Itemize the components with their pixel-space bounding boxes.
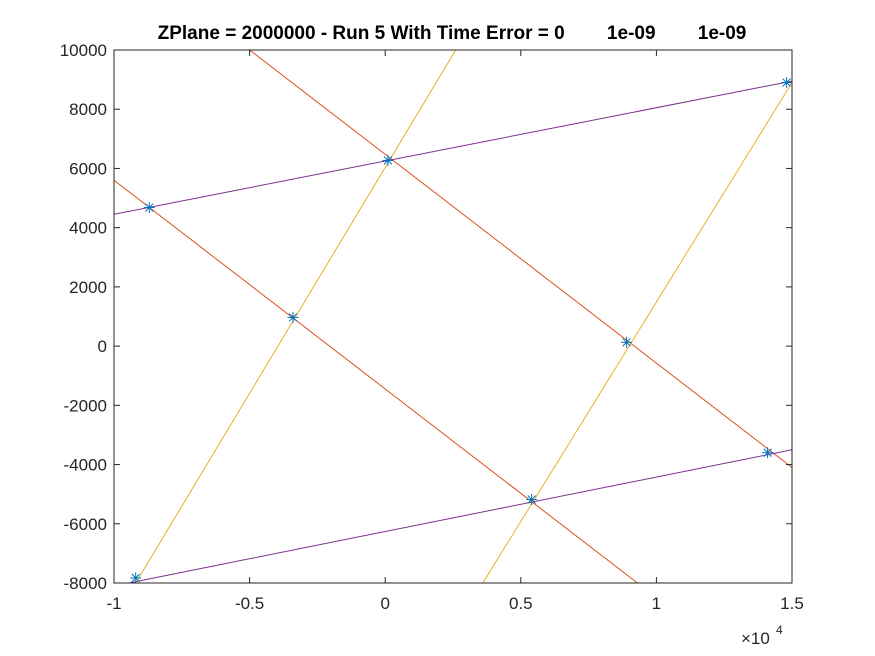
y-tick-label-10: 10000 [60, 41, 107, 60]
tick-layer: -1 -0.5 0 0.5 1 1.5 -8000 -6000 -4000 -2000 0 2000 4… [60, 41, 804, 613]
intersection-marker-2 [382, 154, 394, 166]
x-tick-label-4: 0.5 [509, 594, 533, 613]
plot-background [114, 50, 792, 583]
x-tick-label-5: 1 [652, 594, 661, 613]
y-tick-label-5: 0 [98, 337, 107, 356]
x-tick-label-3: 0 [380, 594, 389, 613]
intersection-marker-4 [287, 311, 299, 323]
y-tick-label-9: 8000 [69, 100, 107, 119]
intersection-marker-6 [526, 493, 538, 505]
intersection-marker-7 [762, 447, 774, 459]
data-layer [114, 50, 792, 583]
intersection-marker-8 [130, 572, 142, 583]
yellow-line-1 [135, 50, 457, 583]
red-line-1 [114, 179, 638, 583]
x-tick-label-1: -1 [106, 594, 121, 613]
y-tick-label-7: 4000 [69, 219, 107, 238]
red-line-2 [249, 50, 792, 468]
x-tick-label-2: -0.5 [235, 594, 264, 613]
intersection-marker-5 [621, 336, 633, 348]
intersection-marker-3 [781, 77, 792, 89]
chart-title: ZPlane = 2000000 - Run 5 With Time Error… [158, 23, 747, 44]
x-exponent-label: ×10 [741, 629, 770, 648]
y-tick-label-6: 2000 [69, 278, 107, 297]
purple-line-2 [126, 449, 792, 583]
y-tick-label-1: -8000 [64, 574, 107, 593]
intersection-marker-1 [143, 202, 155, 214]
x-tick-label-6: 1.5 [780, 594, 804, 613]
x-exponent-power: 4 [776, 623, 783, 637]
purple-line-1 [114, 80, 792, 215]
y-tick-label-3: -4000 [64, 456, 107, 475]
axes-box [113, 49, 793, 584]
y-tick-label-4: -2000 [64, 396, 107, 415]
y-tick-label-2: -6000 [64, 515, 107, 534]
y-tick-label-8: 6000 [69, 159, 107, 178]
